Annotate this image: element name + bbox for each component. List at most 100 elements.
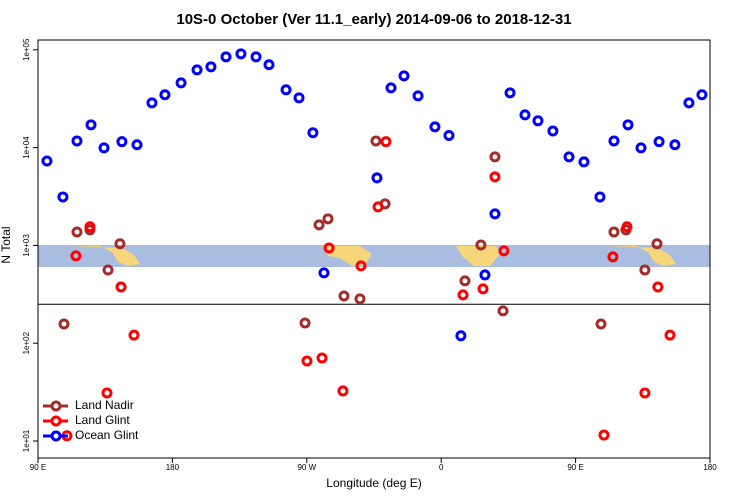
point bbox=[263, 59, 275, 71]
x-tick-label: 180 bbox=[703, 463, 717, 472]
x-tick-label: 90 W bbox=[297, 463, 316, 472]
point bbox=[479, 269, 491, 281]
y-axis-label: N Total bbox=[0, 226, 13, 263]
legend-marker bbox=[50, 400, 62, 412]
point bbox=[337, 385, 349, 397]
point bbox=[380, 136, 392, 148]
point bbox=[131, 139, 143, 151]
point bbox=[116, 136, 128, 148]
point bbox=[696, 89, 708, 101]
point bbox=[598, 429, 610, 441]
point bbox=[489, 171, 501, 183]
point bbox=[235, 48, 247, 60]
point bbox=[652, 281, 664, 293]
point bbox=[57, 191, 69, 203]
legend-label: Land Nadir bbox=[75, 398, 134, 412]
point bbox=[504, 87, 516, 99]
point bbox=[220, 51, 232, 63]
point bbox=[299, 317, 311, 329]
point bbox=[85, 119, 97, 131]
point bbox=[205, 61, 217, 73]
point bbox=[639, 387, 651, 399]
point bbox=[316, 352, 328, 364]
point bbox=[323, 242, 335, 254]
point bbox=[608, 135, 620, 147]
point bbox=[71, 226, 83, 238]
legend-marker bbox=[50, 430, 62, 442]
point bbox=[443, 129, 455, 141]
point bbox=[191, 64, 203, 76]
point bbox=[622, 119, 634, 131]
point bbox=[175, 77, 187, 89]
point bbox=[322, 213, 334, 225]
point bbox=[519, 109, 531, 121]
x-tick-label: 180 bbox=[166, 463, 180, 472]
point bbox=[372, 201, 384, 213]
y-tick-label: 1e+02 bbox=[22, 331, 31, 354]
legend-label: Ocean Glint bbox=[75, 428, 139, 442]
point bbox=[607, 251, 619, 263]
point bbox=[595, 318, 607, 330]
point bbox=[489, 208, 501, 220]
point bbox=[101, 387, 113, 399]
point bbox=[664, 329, 676, 341]
point bbox=[370, 135, 382, 147]
x-tick-label: 90 E bbox=[567, 463, 583, 472]
x-tick-label: 0 bbox=[439, 463, 444, 472]
point bbox=[41, 155, 53, 167]
y-tick-label: 1e+04 bbox=[22, 136, 31, 159]
point bbox=[371, 172, 383, 184]
point bbox=[115, 281, 127, 293]
point bbox=[459, 275, 471, 287]
point bbox=[293, 92, 305, 104]
point bbox=[250, 51, 262, 63]
map-strip bbox=[38, 245, 710, 267]
point bbox=[532, 115, 544, 127]
point bbox=[280, 84, 292, 96]
point bbox=[58, 318, 70, 330]
point bbox=[639, 264, 651, 276]
point bbox=[547, 125, 559, 137]
point bbox=[578, 156, 590, 168]
point bbox=[608, 226, 620, 238]
point bbox=[338, 290, 350, 302]
chart-title: 10S-0 October (Ver 11.1_early) 2014-09-0… bbox=[176, 11, 571, 28]
point bbox=[635, 142, 647, 154]
point bbox=[354, 293, 366, 305]
point bbox=[651, 238, 663, 250]
point bbox=[455, 330, 467, 342]
point bbox=[563, 151, 575, 163]
point bbox=[669, 139, 681, 151]
point bbox=[498, 245, 510, 257]
y-tick-label: 1e+01 bbox=[22, 429, 31, 452]
y-tick-label: 1e+05 bbox=[22, 38, 31, 61]
legend-marker bbox=[50, 415, 62, 427]
point bbox=[318, 267, 330, 279]
point bbox=[653, 136, 665, 148]
point bbox=[84, 221, 96, 233]
point bbox=[146, 97, 158, 109]
point bbox=[489, 151, 501, 163]
point bbox=[398, 70, 410, 82]
point bbox=[477, 283, 489, 295]
point bbox=[594, 191, 606, 203]
point bbox=[313, 219, 325, 231]
plot-frame bbox=[37, 39, 711, 459]
point bbox=[102, 264, 114, 276]
point bbox=[497, 305, 509, 317]
point bbox=[98, 142, 110, 154]
point bbox=[683, 97, 695, 109]
point bbox=[385, 82, 397, 94]
point bbox=[114, 238, 126, 250]
point bbox=[412, 90, 424, 102]
point bbox=[475, 239, 487, 251]
legend-label: Land Glint bbox=[75, 413, 130, 427]
point bbox=[159, 89, 171, 101]
point bbox=[457, 289, 469, 301]
point bbox=[128, 329, 140, 341]
point bbox=[71, 135, 83, 147]
y-tick-label: 1e+03 bbox=[22, 234, 31, 257]
point bbox=[301, 355, 313, 367]
point bbox=[355, 260, 367, 272]
